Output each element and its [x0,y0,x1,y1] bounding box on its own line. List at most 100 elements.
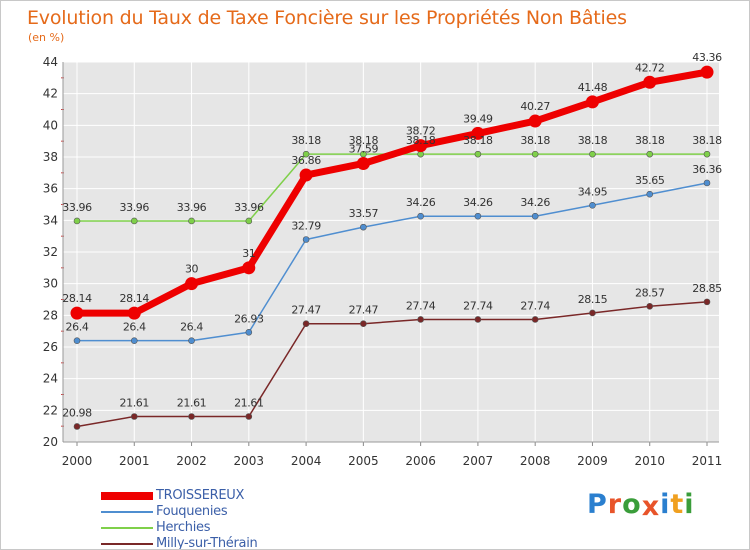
x-tick-label: 2004 [291,454,322,468]
chart-title: Evolution du Taux de Taxe Foncière sur l… [27,7,627,29]
data-label: 37.59 [349,142,379,155]
data-label: 34.26 [463,196,493,209]
data-point [188,413,195,420]
x-tick-label: 2000 [62,454,93,468]
data-label: 28.14 [62,292,92,305]
logo-letter: r [607,489,623,520]
data-label: 21.61 [177,397,207,410]
data-label: 27.74 [406,299,436,312]
data-point [188,337,195,344]
data-label: 42.72 [635,61,665,74]
y-tick-label: 40 [43,118,58,132]
y-tick-label: 20 [43,435,58,449]
x-tick-label: 2005 [348,454,379,468]
data-label: 27.74 [520,299,550,312]
data-label: 33.96 [234,201,264,214]
legend-label: Fouquenies [156,504,228,519]
data-point [703,150,711,158]
data-label: 38.72 [406,125,436,138]
y-tick-label: 32 [43,245,58,259]
data-point [531,316,539,323]
data-point [531,150,539,158]
data-label: 28.15 [578,293,608,306]
data-label: 34.26 [406,196,436,209]
data-label: 34.95 [578,185,608,198]
data-point [700,65,714,79]
legend-swatch [101,492,153,500]
data-point [127,306,141,320]
y-tick-label: 38 [43,150,58,164]
legend-swatch [101,511,153,513]
data-label: 38.18 [692,134,722,147]
data-label: 41.48 [578,81,608,94]
data-label: 30 [185,263,199,276]
data-label: 20.98 [62,406,92,419]
data-point [245,328,253,336]
data-point [245,413,253,420]
data-point [646,303,654,310]
legend-swatch [101,527,153,529]
data-point [643,75,657,89]
data-point [585,95,599,109]
data-label: 40.27 [520,100,550,113]
logo-letter: x [641,491,661,522]
logo-letter: t [670,489,685,520]
data-label: 38.18 [635,134,665,147]
data-label: 26.93 [234,312,264,325]
data-label: 28.85 [692,282,722,295]
y-tick-label: 44 [43,55,58,69]
x-tick-label: 2006 [405,454,436,468]
data-point [474,150,482,158]
data-point [245,217,253,225]
data-point [299,168,313,182]
data-point [73,337,81,344]
x-tick-label: 2007 [463,454,494,468]
data-point [703,179,711,187]
y-tick-label: 30 [43,277,58,291]
data-label: 38.18 [291,134,321,147]
data-point [703,298,711,306]
data-label: 26.4 [123,321,146,334]
x-tick-label: 2010 [634,454,665,468]
logo-letter: P [587,489,608,520]
x-tick-label: 2002 [176,454,207,468]
y-unit-label: (en %) [28,31,65,44]
series-line-1 [76,182,708,342]
legend-swatch [101,543,153,545]
data-label: 43.36 [692,51,722,64]
logo-letter: i [660,489,671,520]
data-point [360,223,367,231]
data-point [531,212,539,220]
series-line-0 [73,68,711,317]
data-point [417,212,424,220]
data-point [130,413,138,420]
data-point [70,306,84,320]
x-tick-label: 2001 [119,454,150,468]
data-point [528,114,542,128]
data-point [474,316,482,323]
data-label: 33.96 [120,201,150,214]
data-point [302,236,310,243]
data-label: 33.57 [349,207,379,220]
data-point [474,212,482,220]
data-label: 32.79 [291,219,321,232]
data-label: 34.26 [520,196,550,209]
logo-letter: o [622,489,642,520]
data-point [73,423,81,430]
data-point [302,150,310,158]
data-point [471,126,485,140]
y-tick-label: 28 [43,308,58,322]
series-line-3 [76,301,708,428]
data-label: 39.49 [463,112,493,125]
data-point [589,309,596,317]
x-tick-label: 2003 [234,454,265,468]
data-label: 35.65 [635,174,665,187]
data-label: 27.47 [291,304,321,317]
proxiti-logo: Proxiti [587,489,695,522]
data-label: 21.61 [234,397,264,410]
data-point [589,150,596,158]
legend-label: Herchies [156,520,211,535]
data-label: 27.74 [463,299,493,312]
